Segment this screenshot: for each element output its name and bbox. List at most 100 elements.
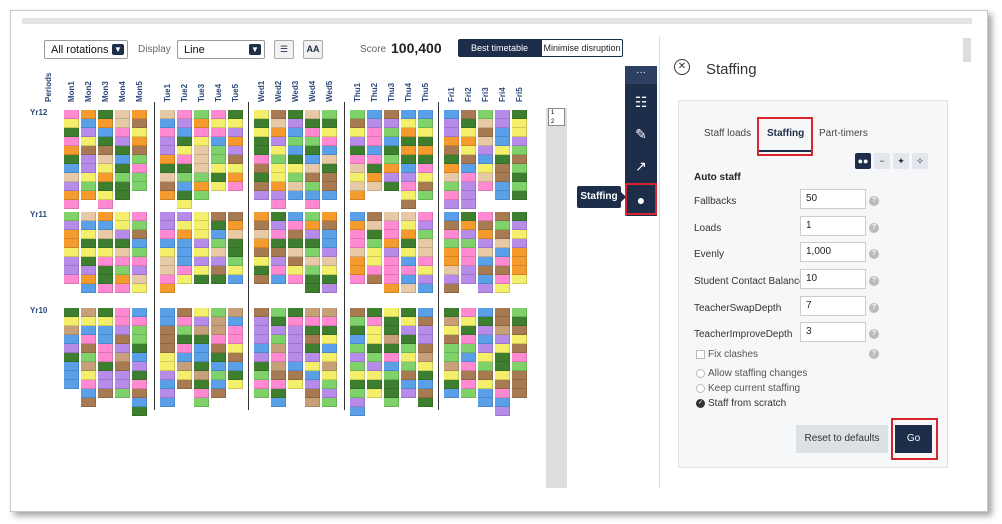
timetable-cell[interactable] — [194, 212, 209, 221]
timetable-cell[interactable] — [384, 155, 399, 164]
evenly-input[interactable]: 1,000 — [800, 242, 866, 262]
timetable-cell[interactable] — [64, 380, 79, 389]
timetable-cell[interactable] — [160, 344, 175, 353]
timetable-cell[interactable] — [350, 257, 365, 266]
timetable-cell[interactable] — [401, 191, 416, 200]
timetable-cell[interactable] — [228, 128, 243, 137]
timetable-cell[interactable] — [367, 275, 382, 284]
timetable-cell[interactable] — [322, 317, 337, 326]
timetable-cell[interactable] — [288, 257, 303, 266]
timetable-cell[interactable] — [115, 146, 130, 155]
timetable-cell[interactable] — [228, 371, 243, 380]
timetable-cell[interactable] — [512, 110, 527, 119]
timetable-cell[interactable] — [418, 128, 433, 137]
timetable-cell[interactable] — [228, 380, 243, 389]
timetable-cell[interactable] — [177, 182, 192, 191]
timetable-cell[interactable] — [305, 257, 320, 266]
timetable-cell[interactable] — [132, 182, 147, 191]
timetable-cell[interactable] — [132, 284, 147, 293]
timetable-cell[interactable] — [478, 308, 493, 317]
timetable-cell[interactable] — [478, 317, 493, 326]
timetable-cell[interactable] — [367, 389, 382, 398]
timetable-cell[interactable] — [132, 275, 147, 284]
timetable-cell[interactable] — [444, 380, 459, 389]
timetable-cell[interactable] — [418, 257, 433, 266]
timetable-cell[interactable] — [322, 173, 337, 182]
sliders-icon[interactable]: ☷ — [634, 94, 648, 110]
timetable-cell[interactable] — [495, 239, 510, 248]
timetable-cell[interactable] — [418, 398, 433, 407]
timetable-cell[interactable] — [177, 266, 192, 275]
timetable-cell[interactable] — [512, 191, 527, 200]
teacher-improve-depth-input[interactable]: 3 — [800, 322, 866, 342]
timetable-cell[interactable] — [322, 221, 337, 230]
timetable-cell[interactable] — [418, 164, 433, 173]
timetable-cell[interactable] — [305, 137, 320, 146]
timetable-cell[interactable] — [444, 353, 459, 362]
timetable-cell[interactable] — [228, 173, 243, 182]
timetable-cell[interactable] — [228, 164, 243, 173]
timetable-cell[interactable] — [401, 344, 416, 353]
timetable-cell[interactable] — [194, 164, 209, 173]
timetable-cell[interactable] — [194, 239, 209, 248]
timetable-cell[interactable] — [512, 317, 527, 326]
timetable-cell[interactable] — [64, 248, 79, 257]
timetable-cell[interactable] — [254, 110, 269, 119]
timetable-cell[interactable] — [98, 155, 113, 164]
timetable-cell[interactable] — [254, 257, 269, 266]
timetable-cell[interactable] — [401, 308, 416, 317]
timetable-cell[interactable] — [64, 221, 79, 230]
timetable-cell[interactable] — [322, 248, 337, 257]
timetable-cell[interactable] — [98, 308, 113, 317]
timetable-cell[interactable] — [288, 380, 303, 389]
reset-defaults-button[interactable]: Reset to defaults — [796, 425, 888, 453]
timetable-cell[interactable] — [444, 257, 459, 266]
timetable-cell[interactable] — [228, 137, 243, 146]
timetable-cell[interactable] — [512, 128, 527, 137]
timetable-cell[interactable] — [160, 155, 175, 164]
timetable-cell[interactable] — [211, 230, 226, 239]
timetable-cell[interactable] — [461, 275, 476, 284]
timetable-cell[interactable] — [305, 155, 320, 164]
timetable-cell[interactable] — [350, 275, 365, 284]
timetable-cell[interactable] — [177, 173, 192, 182]
timetable-cell[interactable] — [322, 353, 337, 362]
timetable-cell[interactable] — [461, 146, 476, 155]
timetable-cell[interactable] — [194, 137, 209, 146]
timetable-cell[interactable] — [228, 212, 243, 221]
timetable-cell[interactable] — [271, 257, 286, 266]
timetable-cell[interactable] — [478, 284, 493, 293]
timetable-cell[interactable] — [478, 275, 493, 284]
timetable-cell[interactable] — [194, 173, 209, 182]
timetable-cell[interactable] — [64, 362, 79, 371]
timetable-cell[interactable] — [64, 257, 79, 266]
timetable-cell[interactable] — [350, 146, 365, 155]
timetable-cell[interactable] — [228, 110, 243, 119]
timetable-cell[interactable] — [271, 239, 286, 248]
timetable-cell[interactable] — [64, 275, 79, 284]
timetable-cell[interactable] — [444, 362, 459, 371]
timetable-cell[interactable] — [322, 257, 337, 266]
help-icon[interactable]: ? — [869, 249, 879, 259]
timetable-cell[interactable] — [401, 200, 416, 209]
timetable-cell[interactable] — [160, 353, 175, 362]
timetable-cell[interactable] — [461, 266, 476, 275]
timetable-cell[interactable] — [211, 389, 226, 398]
timetable-cell[interactable] — [461, 353, 476, 362]
timetable-cell[interactable] — [350, 362, 365, 371]
timetable-cell[interactable] — [512, 353, 527, 362]
timetable-cell[interactable] — [132, 119, 147, 128]
timetable-cell[interactable] — [160, 266, 175, 275]
timetable-cell[interactable] — [288, 275, 303, 284]
timetable-cell[interactable] — [444, 182, 459, 191]
timetable-cell[interactable] — [98, 119, 113, 128]
timetable-cell[interactable] — [115, 389, 130, 398]
timetable-cell[interactable] — [461, 308, 476, 317]
timetable-cell[interactable] — [401, 110, 416, 119]
timetable-cell[interactable] — [288, 353, 303, 362]
timetable-cell[interactable] — [367, 119, 382, 128]
timetable-cell[interactable] — [384, 335, 399, 344]
timetable-cell[interactable] — [194, 110, 209, 119]
timetable-cell[interactable] — [444, 173, 459, 182]
timetable-cell[interactable] — [384, 257, 399, 266]
